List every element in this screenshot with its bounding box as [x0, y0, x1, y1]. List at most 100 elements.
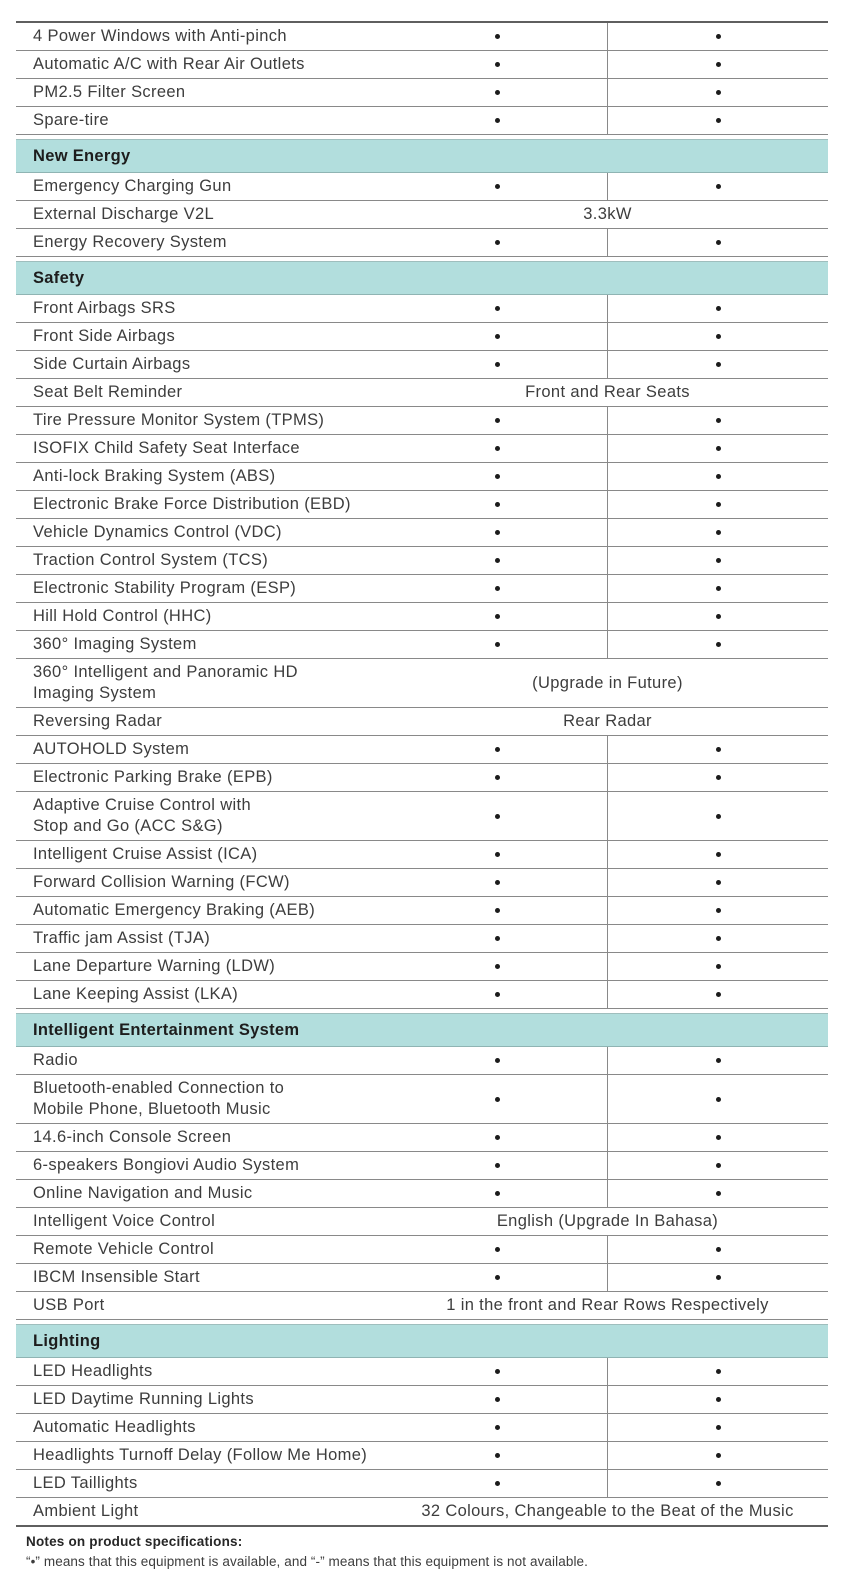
feature-name: Bluetooth-enabled Connection to Mobile P…: [33, 1079, 285, 1118]
availability-cell: [607, 435, 828, 462]
feature-name: Tire Pressure Monitor System (TPMS): [33, 411, 325, 429]
availability-cell: [387, 953, 607, 980]
availability-cells: [387, 107, 828, 134]
availability-cell: [607, 792, 828, 840]
feature-name: USB Port: [33, 1296, 105, 1314]
feature-name: Anti-lock Braking System (ABS): [33, 467, 276, 485]
table-row: Automatic Emergency Braking (AEB): [16, 897, 828, 925]
available-dot-icon: [494, 184, 500, 189]
table-row: 6-speakers Bongiovi Audio System: [16, 1152, 828, 1180]
table-row: LED Headlights: [16, 1358, 828, 1386]
table-row: LED Daytime Running Lights: [16, 1386, 828, 1414]
availability-cell: [387, 1124, 607, 1151]
table-row: External Discharge V2L 3.3kW: [16, 201, 828, 229]
feature-name: Traction Control System (TCS): [33, 551, 269, 569]
feature-name: 4 Power Windows with Anti-pinch: [33, 27, 287, 45]
feature-name: Front Airbags SRS: [33, 299, 176, 317]
available-dot-icon: [494, 992, 500, 997]
table-row: Online Navigation and Music: [16, 1180, 828, 1208]
feature-name: LED Daytime Running Lights: [33, 1390, 254, 1408]
availability-cell: [387, 229, 607, 256]
availability-cell: [607, 925, 828, 952]
availability-cell: [387, 407, 607, 434]
table-row: Energy Recovery System: [16, 229, 828, 257]
table-row: Spare-tire: [16, 107, 828, 135]
availability-cell: [387, 547, 607, 574]
available-dot-icon: [494, 813, 500, 819]
feature-name: PM2.5 Filter Screen: [33, 83, 186, 101]
availability-cells: [387, 351, 828, 378]
feature-name: 6-speakers Bongiovi Audio System: [33, 1156, 300, 1174]
availability-cell: [607, 1236, 828, 1263]
feature-name: LED Taillights: [33, 1474, 138, 1492]
availability-cell: [387, 925, 607, 952]
available-dot-icon: [494, 90, 500, 95]
feature-name: Lane Departure Warning (LDW): [33, 957, 276, 975]
availability-cell: [607, 1264, 828, 1291]
availability-cells: [387, 764, 828, 791]
feature-name: Intelligent Cruise Assist (ICA): [33, 845, 258, 863]
availability-cells: [387, 1075, 828, 1123]
feature-name: 360° Imaging System: [33, 635, 197, 653]
table-row: USB Port 1 in the front and Rear Rows Res…: [16, 1292, 828, 1320]
table-row: Lane Departure Warning (LDW): [16, 953, 828, 981]
table-row: Anti-lock Braking System (ABS): [16, 463, 828, 491]
available-dot-icon: [715, 936, 721, 941]
feature-name: Ambient Light: [33, 1502, 139, 1520]
available-dot-icon: [494, 1163, 500, 1168]
availability-cells: English (Upgrade In Bahasa): [387, 1208, 828, 1235]
availability-cells: [387, 229, 828, 256]
available-dot-icon: [715, 880, 721, 885]
section-header: New Energy: [16, 139, 828, 173]
availability-cell: [607, 463, 828, 490]
availability-cells: [387, 1358, 828, 1385]
available-dot-icon: [494, 1096, 500, 1102]
available-dot-icon: [715, 586, 721, 591]
availability-cells: [387, 1236, 828, 1263]
feature-name: Spare-tire: [33, 111, 109, 129]
availability-cell: [607, 631, 828, 658]
availability-cells: [387, 547, 828, 574]
availability-cell: [387, 23, 607, 50]
availability-cell: [387, 631, 607, 658]
availability-cell: [607, 981, 828, 1008]
available-dot-icon: [715, 747, 721, 752]
availability-cell: [387, 575, 607, 602]
availability-cell: [387, 463, 607, 490]
available-dot-icon: [715, 502, 721, 507]
availability-cell: [607, 869, 828, 896]
availability-cell: [607, 575, 828, 602]
availability-cell: [607, 351, 828, 378]
feature-name: Side Curtain Airbags: [33, 355, 191, 373]
availability-cell: [607, 547, 828, 574]
available-dot-icon: [494, 334, 500, 339]
table-row: Lane Keeping Assist (LKA): [16, 981, 828, 1009]
feature-name: Reversing Radar: [33, 712, 163, 730]
available-dot-icon: [494, 936, 500, 941]
availability-cells: [387, 897, 828, 924]
availability-cell: [387, 841, 607, 868]
available-dot-icon: [494, 586, 500, 591]
availability-cell: [607, 51, 828, 78]
table-row: Emergency Charging Gun: [16, 173, 828, 201]
feature-value: English (Upgrade In Bahasa): [496, 1212, 719, 1230]
feature-name: External Discharge V2L: [33, 205, 215, 223]
table-row: Remote Vehicle Control: [16, 1236, 828, 1264]
table-row: Electronic Parking Brake (EPB): [16, 764, 828, 792]
available-dot-icon: [494, 642, 500, 647]
section-header: Lighting: [16, 1324, 828, 1358]
available-dot-icon: [715, 1481, 721, 1486]
availability-cell: [607, 519, 828, 546]
section-header: Intelligent Entertainment System: [16, 1013, 828, 1047]
availability-cells: [387, 1414, 828, 1441]
feature-name: 14.6-inch Console Screen: [33, 1128, 232, 1146]
feature-value: 32 Colours, Changeable to the Beat of th…: [421, 1502, 794, 1520]
feature-name: Emergency Charging Gun: [33, 177, 232, 195]
table-row: Reversing Radar Rear Radar: [16, 708, 828, 736]
availability-cell: [607, 1075, 828, 1123]
feature-name: Traffic jam Assist (TJA): [33, 929, 211, 947]
availability-cell: [387, 1470, 607, 1497]
feature-value: Front and Rear Seats: [525, 383, 690, 401]
availability-cell: [387, 1358, 607, 1385]
availability-cells: [387, 1470, 828, 1497]
